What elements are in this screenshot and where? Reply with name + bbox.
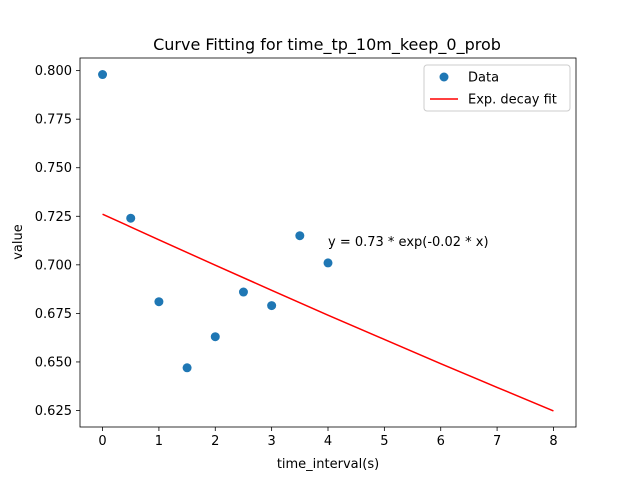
y-tick-label: 0.775 xyxy=(35,113,72,128)
x-tick-label: 2 xyxy=(211,434,219,449)
y-tick-label: 0.625 xyxy=(35,404,72,419)
plot-area: 0 1 2 3 4 5 6 7 8 0.625 0.650 0.675 0.700 0.725 0.750 0… xyxy=(35,57,577,449)
legend-label: Data xyxy=(468,71,499,86)
y-tick-label: 0.800 xyxy=(35,64,72,79)
x-tick-label: 1 xyxy=(155,434,163,449)
data-point xyxy=(210,332,220,342)
fit-equation-annotation: y = 0.73 * exp(-0.02 * x) xyxy=(328,235,489,250)
x-tick-label: 7 xyxy=(493,434,501,449)
data-point xyxy=(154,297,164,307)
y-tick-label: 0.725 xyxy=(35,210,72,225)
x-tick-label: 8 xyxy=(549,434,557,449)
chart-title: Curve Fitting for time_tp_10m_keep_0_pro… xyxy=(153,35,501,55)
x-tick-label: 3 xyxy=(267,434,275,449)
data-point xyxy=(295,231,305,241)
y-tick-label: 0.750 xyxy=(35,161,72,176)
legend: Data Exp. decay fit xyxy=(423,64,571,112)
y-tick-label: 0.675 xyxy=(35,307,72,322)
data-point xyxy=(182,363,192,373)
data-point xyxy=(98,70,108,80)
data-point xyxy=(126,213,136,223)
legend-box xyxy=(423,64,571,112)
legend-marker-swatch xyxy=(439,72,449,82)
y-axis-label: value xyxy=(11,224,26,260)
x-tick-label: 4 xyxy=(324,434,332,449)
y-tick-label: 0.700 xyxy=(35,258,72,273)
x-tick-label: 5 xyxy=(380,434,388,449)
x-tick-label: 0 xyxy=(98,434,106,449)
data-point xyxy=(238,287,248,297)
data-point xyxy=(323,258,333,268)
data-point xyxy=(267,301,277,311)
x-tick-label: 6 xyxy=(437,434,445,449)
legend-label: Exp. decay fit xyxy=(468,93,557,108)
y-tick-label: 0.650 xyxy=(35,355,72,370)
fit-line xyxy=(102,213,554,412)
x-axis-label: time_interval(s) xyxy=(277,457,379,472)
